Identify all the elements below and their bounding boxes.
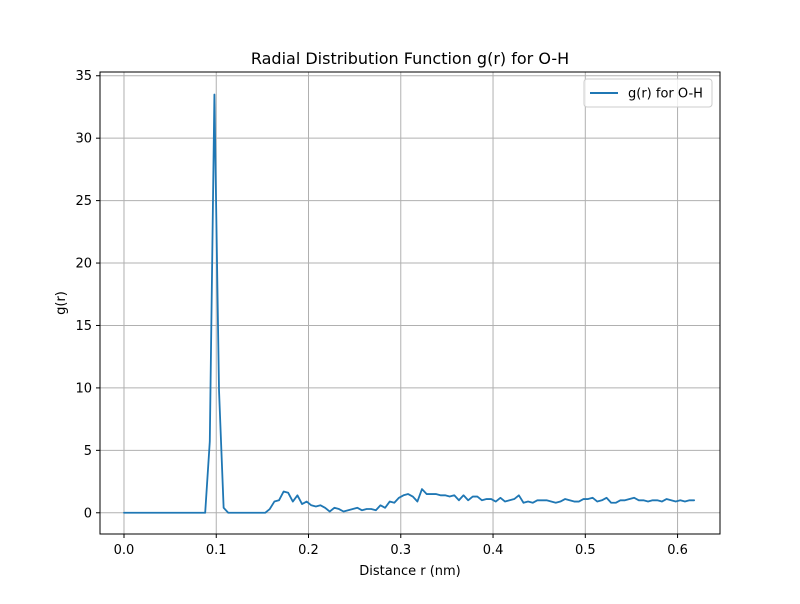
y-tick-label: 30 [75,132,92,147]
y-tick-label: 0 [84,506,92,521]
x-tick-label: 0.3 [390,543,411,558]
series-layer [123,93,696,514]
plot-frame [99,71,721,535]
legend: g(r) for O-H [583,78,713,108]
series-line [123,93,696,514]
x-tick-label: 0.2 [298,543,319,558]
x-tick-label: 0.5 [575,543,596,558]
y-tick-label: 35 [75,69,92,84]
x-tick-label: 0.1 [206,543,227,558]
x-tick-label: 0.4 [483,543,504,558]
y-tick-label: 25 [75,194,92,209]
y-tick-label: 10 [75,381,92,396]
x-tick-label: 0.6 [667,543,688,558]
y-tick-label: 5 [84,444,92,459]
y-tick-label: 15 [75,319,92,334]
legend-label: g(r) for O-H [628,87,703,102]
y-axis-label: g(r) [54,291,69,315]
y-tick-label: 20 [75,257,92,272]
x-tick-label: 0.0 [114,543,135,558]
chart-title: Radial Distribution Function g(r) for O-… [251,49,569,68]
legend-box [583,78,713,108]
ticks-layer: 0.0 0.1 0.2 0.3 0.4 0.5 0.6 0 5 10 15 20 25 30 35 [75,69,687,558]
x-axis-label: Distance r (nm) [359,564,461,579]
